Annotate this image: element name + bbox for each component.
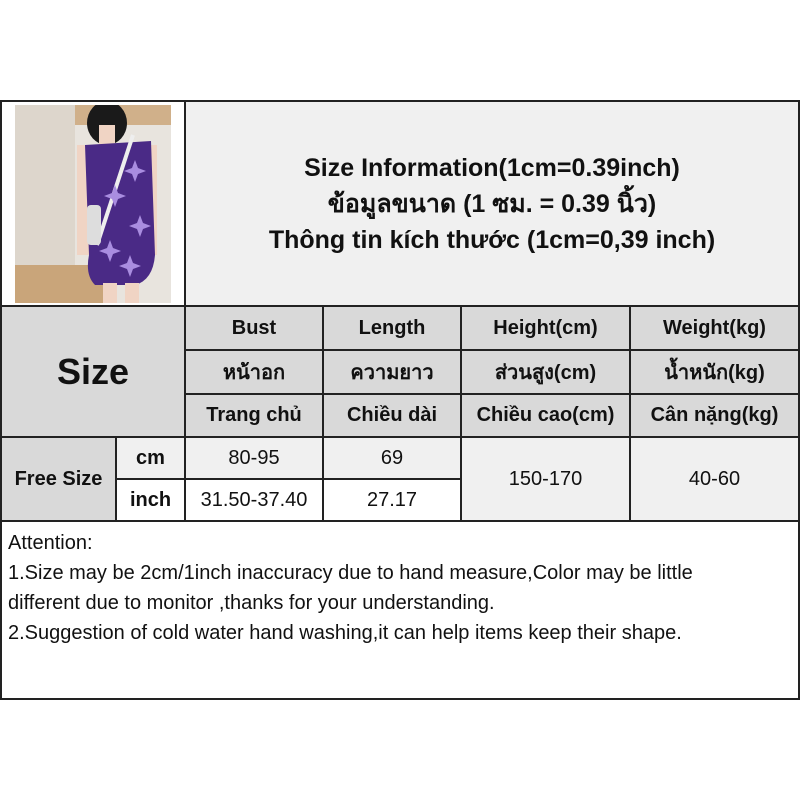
- header-weight-vi: Cân nặng(kg): [629, 393, 800, 438]
- attention-box: Attention: 1.Size may be 2cm/1inch inacc…: [0, 520, 800, 700]
- header-bust-th: หน้าอก: [184, 349, 324, 395]
- attention-heading: Attention:: [8, 532, 93, 554]
- length-cm: 69: [322, 436, 462, 480]
- attention-line: 2.Suggestion of cold water hand washing,…: [8, 622, 682, 644]
- unit-inch: inch: [115, 478, 186, 522]
- bust-inch: 31.50-37.40: [184, 478, 324, 522]
- header-weight-th: น้ำหนัก(kg): [629, 349, 800, 395]
- photo-cell: [0, 100, 186, 307]
- product-photo: [15, 104, 171, 303]
- weight-value: 40-60: [629, 436, 800, 522]
- header-length-vi: Chiều dài: [322, 393, 462, 438]
- height-value: 150-170: [460, 436, 631, 522]
- attention-line: 1.Size may be 2cm/1inch inaccuracy due t…: [8, 562, 693, 584]
- title-english: Size Information(1cm=0.39inch): [304, 153, 680, 182]
- title-vietnamese: Thông tin kích thước (1cm=0,39 inch): [268, 225, 716, 254]
- attention-line: different due to monitor ,thanks for you…: [8, 592, 495, 614]
- title-thai: ข้อมูลขนาด (1 ซม. = 0.39 นิ้ว): [327, 189, 657, 218]
- length-inch: 27.17: [322, 478, 462, 522]
- header-height-vi: Chiều cao(cm): [460, 393, 631, 438]
- header-bust-vi: Trang chủ: [184, 393, 324, 438]
- header-height-en: Height(cm): [460, 305, 631, 351]
- size-info-title: Size Information(1cm=0.39inch) ข้อมูลขนา…: [184, 100, 800, 307]
- header-length-th: ความยาว: [322, 349, 462, 395]
- bust-cm: 80-95: [184, 436, 324, 480]
- header-height-th: ส่วนสูง(cm): [460, 349, 631, 395]
- header-length-en: Length: [322, 305, 462, 351]
- header-bust-en: Bust: [184, 305, 324, 351]
- header-weight-en: Weight(kg): [629, 305, 800, 351]
- size-label: Size: [0, 305, 186, 438]
- unit-cm: cm: [115, 436, 186, 480]
- size-free-size: Free Size: [0, 436, 117, 522]
